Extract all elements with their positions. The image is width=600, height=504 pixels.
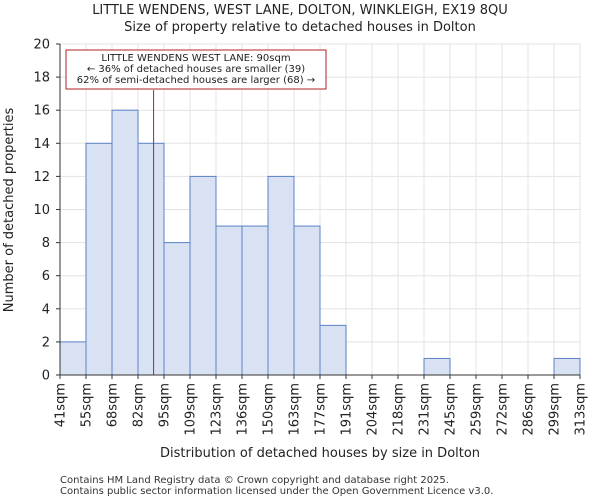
- x-tick-label-8: 150sqm: [262, 383, 277, 436]
- x-tick-labels: 41sqm 55sqm 68sqm 82sqm 95sqm 109sqm 123sqm 136…: [54, 375, 589, 436]
- y-tick-label-4: 8: [42, 236, 50, 251]
- annotation-line-3: 62% of semi-detached houses are larger (…: [77, 75, 315, 86]
- bar-7: [241, 225, 269, 376]
- y-tick-label-3: 6: [42, 269, 50, 284]
- x-tick-label-5: 109sqm: [184, 383, 199, 436]
- x-tick-label-0: 41sqm: [54, 383, 69, 427]
- bar-6: [215, 225, 243, 376]
- x-tick-label-6: 123sqm: [210, 383, 225, 436]
- x-tick-label-2: 68sqm: [106, 383, 121, 427]
- x-tick-label-11: 191sqm: [340, 383, 355, 436]
- bar-19: [553, 357, 581, 376]
- annotation-line-1: LITTLE WENDENS WEST LANE: 90sqm: [101, 53, 290, 64]
- bar-4: [163, 242, 191, 376]
- x-tick-label-4: 95sqm: [158, 383, 173, 427]
- bar-14: [423, 357, 451, 376]
- x-tick-label-16: 259sqm: [470, 383, 485, 436]
- y-tick-label-5: 10: [33, 203, 50, 218]
- y-tick-label-7: 14: [33, 137, 50, 152]
- y-tick-label-1: 2: [42, 335, 50, 350]
- y-axis-label: Number of detached properties: [2, 108, 17, 313]
- x-tick-label-7: 136sqm: [236, 383, 251, 436]
- bar-5: [189, 175, 217, 376]
- bar-9: [293, 225, 321, 376]
- annotation-border: [65, 49, 327, 90]
- y-tick-label-10: 20: [33, 38, 50, 53]
- x-tick-label-20: 313sqm: [574, 383, 589, 436]
- bar-10: [319, 324, 347, 376]
- bar-3: [137, 142, 165, 376]
- annotation-box: LITTLE WENDENS WEST LANE: 90sqm ← 36% of…: [65, 49, 327, 90]
- x-tick-label-14: 231sqm: [418, 383, 433, 436]
- x-tick-label-19: 299sqm: [548, 383, 563, 436]
- chart-subtitle: Size of property relative to detached ho…: [124, 20, 476, 35]
- annotation-line-2: ← 36% of detached houses are smaller (39…: [87, 64, 305, 75]
- bar-2: [111, 109, 139, 376]
- x-axis-label: Distribution of detached houses by size …: [160, 446, 480, 461]
- y-tick-label-6: 12: [33, 170, 50, 185]
- x-tick-label-12: 204sqm: [366, 383, 381, 436]
- y-tick-label-8: 16: [33, 104, 50, 119]
- x-tick-label-18: 286sqm: [522, 383, 537, 436]
- y-tick-label-2: 4: [42, 302, 50, 317]
- bar-1: [85, 142, 113, 376]
- x-tick-label-3: 82sqm: [132, 383, 147, 427]
- chart-title: LITTLE WENDENS, WEST LANE, DOLTON, WINKL…: [92, 3, 508, 18]
- bar-8: [267, 175, 295, 376]
- y-tick-label-9: 18: [33, 71, 50, 86]
- bars-group: [59, 109, 581, 376]
- footer-line-1: Contains HM Land Registry data © Crown c…: [60, 475, 449, 486]
- footer-line-2: Contains public sector information licen…: [60, 486, 493, 497]
- x-tick-label-1: 55sqm: [80, 383, 95, 427]
- y-tick-labels: 0 2 4 6 8 10 12 14 16 18 20: [33, 38, 60, 384]
- y-tick-label-0: 0: [42, 369, 50, 384]
- bar-0: [59, 341, 87, 376]
- x-tick-label-17: 272sqm: [496, 383, 511, 436]
- x-tick-label-15: 245sqm: [444, 383, 459, 436]
- x-tick-label-13: 218sqm: [392, 383, 407, 436]
- x-tick-label-10: 177sqm: [314, 383, 329, 436]
- x-tick-label-9: 163sqm: [288, 383, 303, 436]
